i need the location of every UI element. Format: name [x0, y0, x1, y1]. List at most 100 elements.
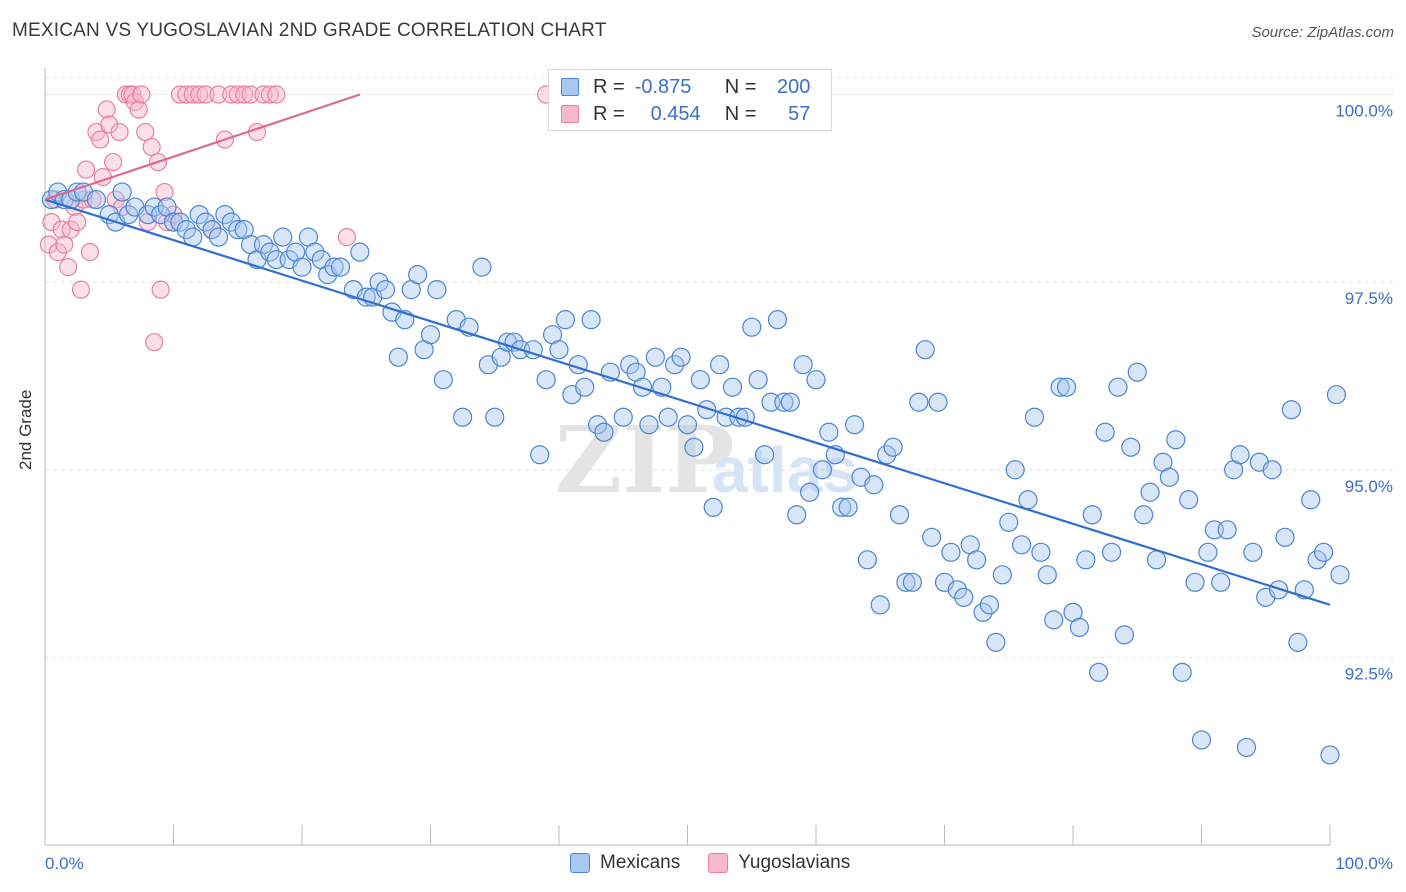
n-value: 200 [777, 75, 811, 98]
chart-title: MEXICAN VS YUGOSLAVIAN 2ND GRADE CORRELA… [12, 20, 607, 41]
mexicans-point [1288, 632, 1308, 652]
tick-labels: 92.5% 95.0% 97.5% 100.0% 0.0% 100.0% [45, 102, 1393, 873]
yugoslavians-point [48, 243, 67, 262]
mexicans-point [832, 497, 852, 517]
mexicans-point [665, 355, 685, 375]
mexicans-point [1179, 490, 1199, 510]
mexicans-trend-line [44, 198, 1331, 606]
mexicans-point [350, 242, 370, 262]
mexicans-point [799, 482, 820, 502]
legend-item-mexicans[interactable]: Mexicans [570, 852, 680, 874]
mexicans-point [189, 204, 209, 225]
r-label: R = [593, 75, 625, 98]
correlation-legend: R = -0.875 N = 200 R = 0.454 N = 57 [548, 69, 832, 131]
mexicans-point [228, 220, 248, 240]
mexicans-point [928, 392, 948, 412]
yugoslavians-swatch [561, 105, 579, 123]
mexicans-point [305, 242, 325, 262]
mexicans-point [877, 445, 897, 465]
mexicans-point [1166, 430, 1186, 450]
source-label: Source: ZipAtlas.com [1251, 24, 1394, 41]
y-tick-label: 95.0% [1345, 477, 1393, 496]
mexicans-point [1159, 467, 1179, 487]
mexicans-point [1301, 490, 1321, 510]
mexicans-point [433, 370, 453, 390]
yugoslavians-point [100, 115, 119, 134]
mexicans-point [742, 317, 762, 337]
x-tick-label: 0.0% [45, 854, 84, 873]
n-label: N = [724, 102, 757, 125]
mexicans-point [594, 422, 614, 442]
yugoslavians-point [55, 235, 74, 254]
svg-text:ZIP: ZIP [555, 406, 734, 514]
yugoslavians-point [209, 85, 228, 104]
mexicans-point [1076, 550, 1096, 570]
mexicans-point [986, 632, 1006, 652]
mexicans-point [1268, 580, 1289, 600]
mexicans-point [1011, 535, 1032, 555]
mexicans-point [112, 182, 132, 202]
mexicans-point [1101, 542, 1122, 562]
mexicans-point [896, 572, 916, 592]
yugoslavians-point [170, 85, 190, 104]
mexicans-point [575, 377, 595, 397]
mexicans-point [909, 392, 929, 412]
mexicans-point [472, 257, 492, 277]
n-label: N = [724, 75, 757, 98]
mexicans-point [330, 257, 351, 277]
trend-lines [44, 93, 1331, 606]
mexicans-point [973, 602, 993, 622]
axes [44, 68, 1331, 846]
yugoslavians-point [136, 122, 155, 142]
yugoslavians-point [132, 85, 151, 104]
mexicans-point [864, 475, 884, 495]
mexicans-point [1313, 542, 1334, 562]
mexicans-point [883, 437, 903, 457]
yugoslavians-point [235, 85, 254, 104]
r-value: 0.454 [650, 102, 701, 125]
yugoslavians-point [77, 160, 96, 179]
mexicans-point [170, 212, 190, 232]
svg-text:atlas: atlas [712, 434, 858, 506]
yugoslavians-point [80, 243, 100, 262]
yugoslavians-point [190, 85, 209, 104]
x-tick-label: 100.0% [1335, 854, 1393, 873]
yugoslavians-point [129, 100, 148, 119]
y-axis-label: 2nd Grade [16, 389, 35, 470]
yugoslavians-point [254, 85, 273, 104]
mexicans-point [915, 340, 935, 360]
mexicans-point [1082, 505, 1102, 525]
mexicans-point [992, 565, 1012, 585]
mexicans-point [1198, 542, 1218, 562]
mexicans-point [1330, 565, 1350, 585]
mexicans-point [658, 407, 678, 427]
mexicans-point [1044, 610, 1064, 630]
mexicans-point [587, 415, 608, 435]
mexicans-point [1191, 730, 1212, 750]
mexicans-point [999, 512, 1019, 532]
legend-label: Mexicans [600, 852, 681, 873]
mexicans-point [710, 355, 730, 375]
mexicans-point [684, 437, 704, 457]
mexicans-point [273, 227, 293, 247]
yugoslavians-point [337, 228, 357, 247]
mexicans-point [870, 595, 890, 615]
yugoslavians-point [110, 122, 129, 142]
mexicans-point [1005, 460, 1025, 480]
mexicans-point [555, 310, 576, 330]
yugoslavians-point [42, 212, 61, 232]
legend-item-yugoslavians[interactable]: Yugoslavians [708, 852, 850, 874]
yugoslavians-point [155, 182, 174, 202]
mexicans-point [1056, 377, 1077, 397]
yugoslavians-point [222, 85, 241, 104]
yugoslavians-point [68, 212, 87, 232]
mexicans-point [388, 347, 408, 367]
mexicans-point [1108, 377, 1128, 397]
mexicans-point [1127, 362, 1147, 382]
mexicans-point [1236, 737, 1257, 758]
mexicans-point [408, 265, 428, 285]
mexicans-point [253, 235, 274, 255]
mexicans-point [375, 280, 396, 300]
mexicans-point [369, 272, 389, 292]
